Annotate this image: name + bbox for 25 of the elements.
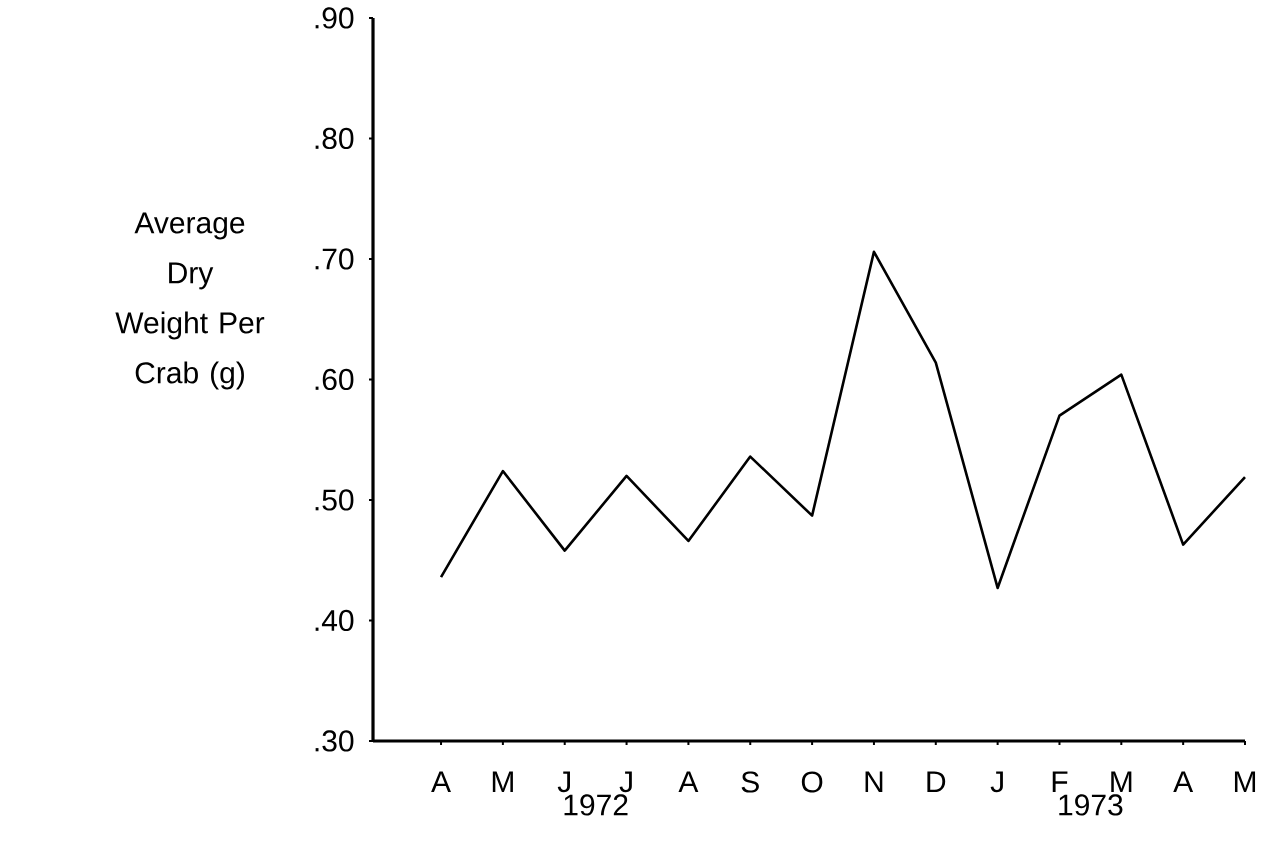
text: 1973: [1059, 794, 1123, 816]
x-tick-label: J: [990, 771, 1003, 793]
y-axis-title: Average Dry Weight Per Crab (g): [115, 212, 265, 390]
line-series: [439, 250, 1247, 590]
x-tick-label: A: [678, 771, 699, 793]
y-tick-label: .90: [315, 7, 354, 29]
x-tick-label: A: [431, 771, 451, 793]
x-tick-label: M: [1111, 771, 1132, 793]
y-tick-label: .50: [315, 489, 354, 511]
x-tick-label: O: [801, 771, 823, 793]
x-tick-label: F: [1052, 771, 1068, 793]
x-tick-label: N: [865, 771, 883, 793]
x-tick-label: S: [741, 771, 759, 793]
x-tick-label: A: [1173, 771, 1194, 793]
y-tick-label: .70: [315, 248, 354, 270]
text: 1972: [564, 794, 628, 816]
x-tick-label: D: [927, 771, 946, 793]
y-tick-label: .40: [315, 609, 354, 632]
y-tick-label: .30: [315, 730, 354, 752]
x-tick-label: J: [557, 771, 570, 793]
x-tick-label: M: [1234, 771, 1256, 793]
x-tick-label: M: [492, 771, 513, 793]
y-tick-label: .60: [315, 368, 354, 391]
y-tick-label: .80: [315, 127, 354, 150]
x-tick-label: J: [619, 771, 632, 793]
